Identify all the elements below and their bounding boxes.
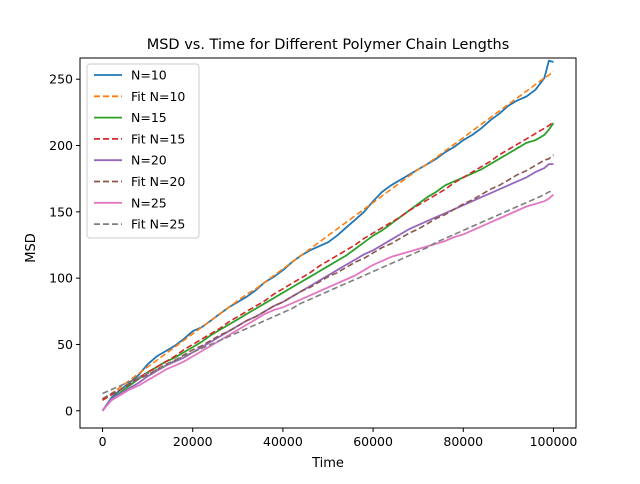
x-tick-label: 60000 — [353, 434, 393, 449]
series-line-fit-n-25 — [102, 189, 554, 395]
x-tick-label: 40000 — [263, 434, 303, 449]
y-tick-label: 50 — [57, 337, 73, 352]
legend: N=10 Fit N=10 N=15 Fit N=15 N=20 Fit N=20 N=25… — [86, 63, 200, 239]
legend-label-fit-n-20: Fit N=20 — [131, 174, 185, 189]
series-line-n-20 — [101, 163, 554, 412]
plot-frame — [79, 57, 577, 429]
legend-label-n-25: N=25 — [131, 195, 167, 210]
y-tick-label: 200 — [49, 138, 73, 153]
series-line-n-10 — [101, 59, 554, 412]
legend-label-fit-n-25: Fit N=25 — [131, 217, 185, 232]
legend-label-fit-n-10: Fit N=10 — [131, 89, 185, 104]
y-axis-label: MSD — [24, 233, 39, 262]
plot-area — [79, 57, 577, 429]
legend-label-n-15: N=15 — [131, 110, 167, 125]
legend-label-n-20: N=20 — [131, 153, 167, 168]
legend-label-n-10: N=10 — [131, 68, 167, 83]
series-line-n-25 — [101, 193, 555, 412]
y-tick-label: 0 — [65, 403, 73, 418]
series-line-fit-n-15 — [102, 121, 555, 401]
legend-box — [86, 63, 200, 239]
legend-label-fit-n-15: Fit N=15 — [131, 131, 185, 146]
series-line-n-15 — [101, 122, 555, 412]
x-tick-label: 100000 — [530, 434, 578, 449]
x-axis-label: Time — [311, 456, 344, 471]
y-tick-label: 100 — [49, 271, 73, 286]
series-line-fit-n-20 — [102, 154, 555, 400]
x-tick-label: 0 — [99, 434, 107, 449]
x-tick-label: 80000 — [443, 434, 483, 449]
x-axis: 0 20000 40000 60000 80000 100000 — [99, 428, 578, 449]
y-tick-label: 250 — [49, 72, 73, 87]
series-line-fit-n-10 — [102, 70, 555, 401]
x-tick-label: 20000 — [173, 434, 213, 449]
y-tick-label: 150 — [49, 204, 73, 219]
chart-title: MSD vs. Time for Different Polymer Chain… — [147, 37, 510, 53]
y-axis: 0 50 100 150 200 250 — [49, 72, 80, 418]
